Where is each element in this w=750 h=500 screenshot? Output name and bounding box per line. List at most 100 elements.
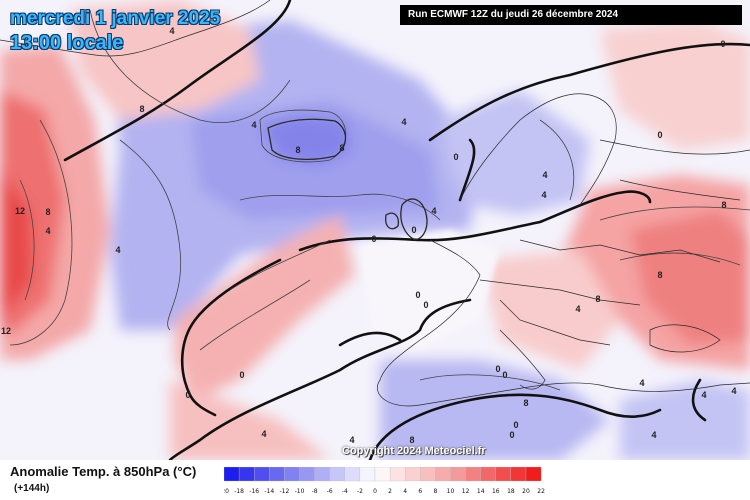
scale-tick-label: 8	[433, 488, 437, 495]
zero-isoline-iberia	[338, 331, 402, 347]
warm-anomaly-greenland	[70, 0, 260, 120]
scale-swatch	[238, 467, 255, 482]
run-info-banner: Run ECMWF 12Z du jeudi 26 décembre 2024	[400, 5, 742, 25]
scale-tick-label: -2	[357, 488, 363, 495]
scale-swatch	[435, 467, 451, 482]
contour-label: 0	[371, 234, 376, 244]
zero-isoline-greenland	[63, 0, 292, 162]
scale-swatch	[420, 467, 436, 482]
contour-label: 8	[295, 145, 300, 155]
scandinavia-coast	[459, 93, 617, 206]
scale-swatch	[495, 467, 512, 482]
contour-label: 4	[261, 429, 266, 439]
contour-label: 4	[639, 378, 644, 388]
scale-tick-label: -18	[234, 488, 244, 495]
contour-label: 12	[15, 206, 25, 216]
scale-tick-label: 20	[522, 488, 530, 495]
forecast-date: mercredi 1 janvier 2025	[10, 8, 221, 29]
contour-label: 4	[542, 170, 547, 180]
contour-label: 0	[423, 300, 428, 310]
warm-anomaly-canada-max	[0, 170, 32, 320]
scale-swatch	[224, 467, 240, 482]
contour-label: 4	[115, 245, 120, 255]
zero-isoline-mediterranean	[168, 298, 472, 460]
scale-tick-label: 0	[373, 488, 377, 495]
scale-swatch	[389, 467, 406, 482]
warm-anomaly-balkans	[480, 250, 620, 370]
scale-swatch	[450, 467, 466, 482]
zero-isoline-east-med	[691, 378, 707, 422]
contour-label: 4	[651, 430, 656, 440]
greenland-coast	[0, 0, 271, 57]
contour-label: 0	[411, 225, 416, 235]
contour-label: 4	[169, 26, 174, 36]
contour-label: 0	[453, 152, 458, 162]
british-isles-outline	[400, 198, 428, 241]
scale-swatch	[465, 467, 481, 482]
forecast-time: 13:00 locale	[10, 32, 124, 54]
contour-label: 0	[657, 130, 662, 140]
scale-tick-label: -14	[264, 488, 274, 495]
copyright-text: Copyright 2024 Meteociel.fr	[342, 445, 486, 457]
contour-label: 4	[401, 117, 406, 127]
scale-swatch	[314, 467, 330, 482]
scale-swatch	[510, 467, 527, 482]
contour-label: 8	[595, 294, 600, 304]
cold-anomaly-iceland	[262, 115, 352, 165]
contour-label: 8	[721, 200, 726, 210]
contour-label: 8	[339, 143, 344, 153]
scale-swatch	[254, 467, 270, 482]
scale-tick-label: 6	[418, 488, 422, 495]
scale-tick-label: 22	[537, 488, 545, 495]
contour-label: 8	[523, 398, 528, 408]
contour-label: 4	[701, 390, 706, 400]
contour-label: 4	[251, 120, 256, 130]
scale-swatch	[525, 467, 542, 482]
zero-isoline-atlantic	[298, 190, 652, 252]
scale-tick-label: -6	[327, 488, 333, 495]
contour-label: 4	[731, 386, 736, 396]
scale-tick-label: 14	[477, 488, 485, 495]
scale-tick-label: 12	[462, 488, 470, 495]
scale-tick-label: -16	[249, 488, 259, 495]
color-scale: -20-18-16-14-12-10-8-6-4-202468101214161…	[224, 467, 545, 495]
warm-anomaly-east-europe-core	[630, 210, 750, 345]
scale-tick-label: -8	[312, 488, 318, 495]
scale-tick-label: -12	[279, 488, 289, 495]
contour-label: 8	[45, 207, 50, 217]
contour-label: 0	[495, 364, 500, 374]
iceland-outline	[267, 118, 347, 160]
scale-tick-label: 10	[447, 488, 455, 495]
cold-anomaly-mediterranean	[380, 360, 610, 460]
europe-coast	[377, 239, 750, 407]
scale-swatch	[405, 467, 421, 482]
black-sea-coast	[649, 324, 721, 353]
legend-subtitle: (+144h)	[14, 483, 50, 494]
contour-label: 8	[409, 435, 414, 445]
cold-anomaly-scandinavia	[440, 90, 590, 215]
zero-isoline-north-africa	[368, 393, 662, 460]
scale-tick-label: -4	[342, 488, 348, 495]
scale-swatch	[269, 467, 285, 482]
scale-swatch	[299, 467, 315, 482]
scale-tick-label: 4	[403, 488, 407, 495]
scale-swatch	[359, 467, 376, 482]
contour-label: 4	[575, 304, 580, 314]
contour-label: 4	[431, 206, 436, 216]
contour-label: 0	[513, 420, 518, 430]
cold-anomaly-east-med	[620, 380, 750, 460]
scale-tick-label: -10	[295, 488, 305, 495]
scale-swatch	[374, 467, 391, 482]
italy-coast	[499, 329, 546, 390]
contour-label: 0	[502, 370, 507, 380]
scale-swatch	[329, 467, 345, 482]
scale-swatch	[284, 467, 300, 482]
zero-isoline-scandinavia	[458, 138, 476, 202]
scale-tick-label: -20	[224, 488, 229, 495]
contour-label: 0	[720, 39, 725, 49]
warm-anomaly-arctic	[600, 20, 750, 150]
legend-title: Anomalie Temp. à 850hPa (°C)	[10, 464, 197, 479]
scale-swatch	[480, 467, 496, 482]
